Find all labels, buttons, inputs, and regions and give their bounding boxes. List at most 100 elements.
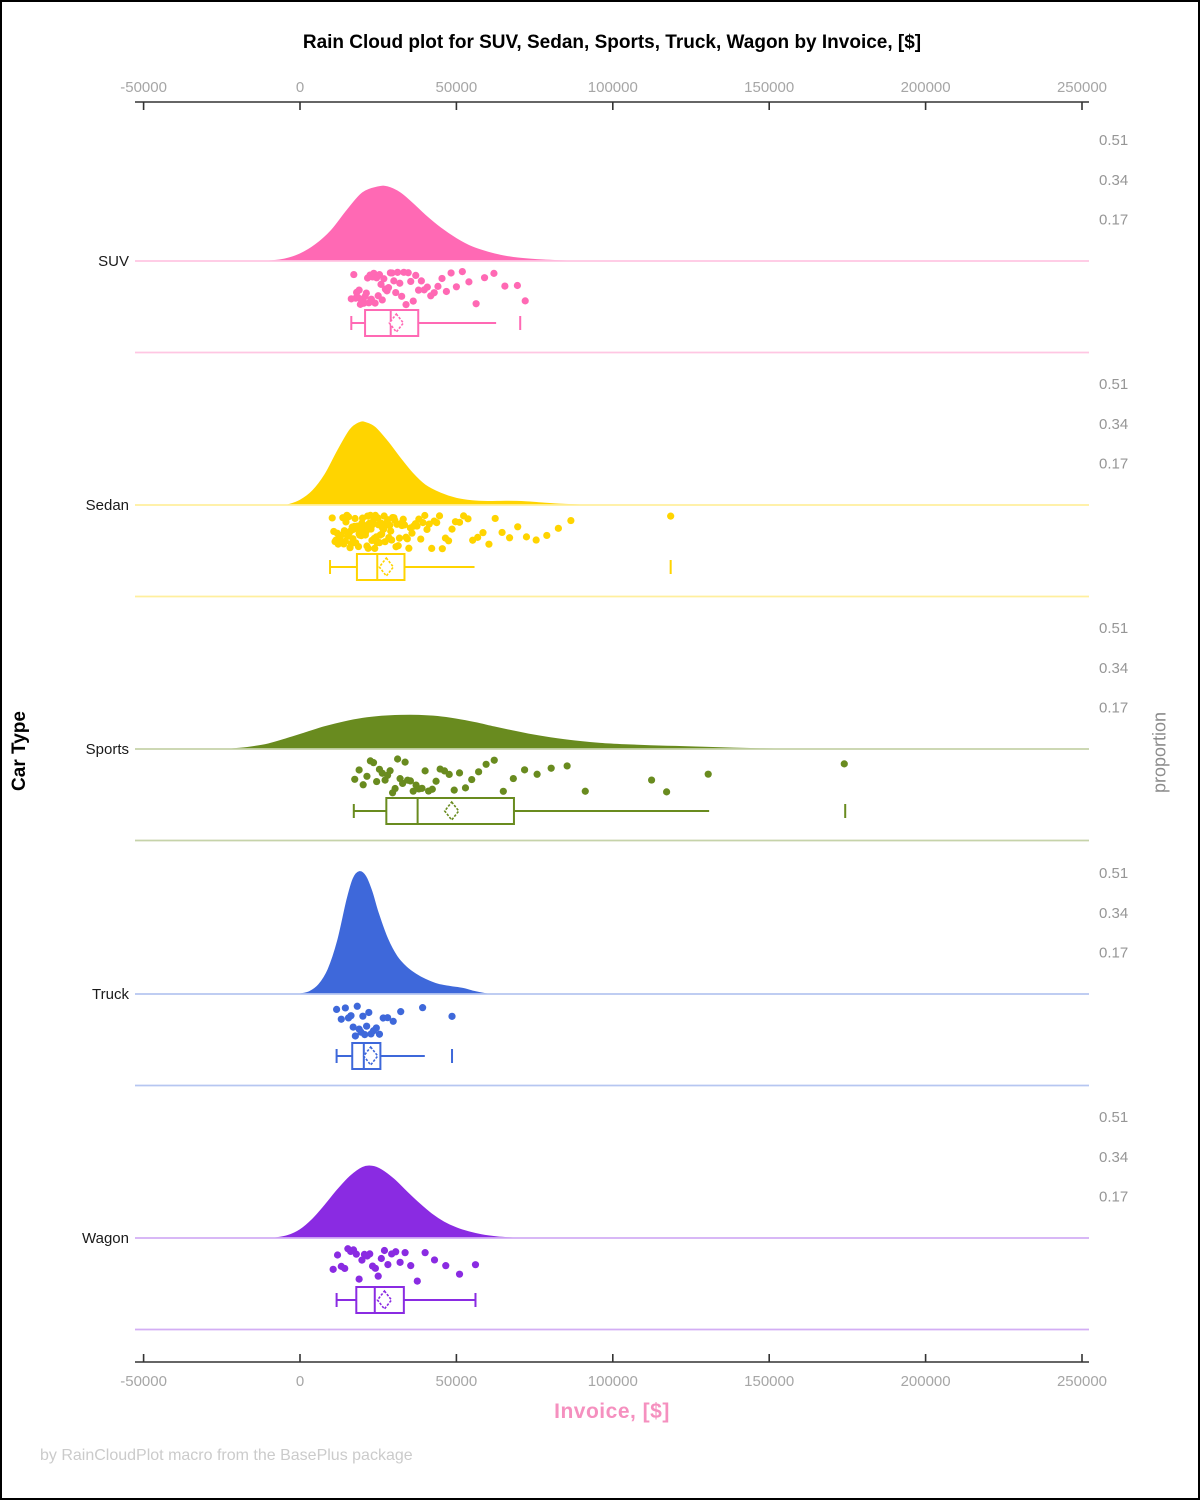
mean-diamond-wagon	[376, 1289, 393, 1311]
rain-point-sedan	[371, 544, 379, 553]
y-axis-title-car-type: Car Type	[9, 711, 30, 791]
rain-point-suv	[465, 278, 473, 286]
rain-point-suv	[513, 281, 521, 290]
proportion-tick-label-truck: 0.51	[1099, 865, 1128, 882]
proportion-tick-label-sports: 0.34	[1099, 660, 1128, 677]
rain-point-sedan	[485, 540, 493, 548]
rain-point-sedan	[455, 518, 464, 526]
rain-point-suv	[472, 300, 480, 308]
rain-point-truck	[363, 1022, 371, 1030]
proportion-tick-label-suv: 0.17	[1099, 212, 1128, 229]
y-axis-title-proportion: proportion	[1149, 711, 1170, 794]
rain-point-sedan	[421, 511, 429, 520]
rain-point-sedan	[532, 536, 540, 544]
mean-diamond-sedan	[378, 556, 395, 578]
rain-point-wagon	[333, 1251, 342, 1259]
proportion-tick-label-sports: 0.51	[1099, 620, 1128, 637]
proportion-tick-label-sedan: 0.51	[1099, 376, 1128, 393]
proportion-tick-label-wagon: 0.17	[1099, 1189, 1128, 1206]
rain-point-sedan	[366, 511, 374, 519]
rain-point-suv	[377, 280, 385, 288]
rain-point-truck	[359, 1012, 367, 1020]
rain-point-suv	[378, 296, 386, 304]
density-cloud-truck	[299, 871, 488, 995]
rain-point-sports	[490, 756, 498, 764]
rain-point-suv	[398, 292, 406, 300]
rain-point-wagon	[407, 1262, 415, 1270]
rain-point-sports	[547, 764, 555, 772]
density-cloud-suv	[268, 185, 570, 262]
rain-point-sedan	[514, 523, 522, 531]
rain-point-sports	[482, 760, 490, 768]
rain-point-sports	[386, 767, 394, 775]
rain-point-suv	[458, 267, 466, 276]
rain-point-truck	[361, 1030, 369, 1039]
rain-point-sports	[359, 781, 367, 789]
proportion-tick-label-suv: 0.51	[1099, 132, 1128, 149]
top-axis-tick-label: 150000	[744, 79, 794, 96]
rain-point-sedan	[474, 533, 482, 541]
density-cloud-sedan	[287, 421, 582, 506]
rain-point-suv	[480, 274, 489, 282]
rain-point-sports	[663, 788, 671, 796]
rain-point-suv	[392, 288, 400, 297]
rain-point-sports	[428, 785, 436, 793]
rain-point-suv	[404, 269, 412, 277]
rain-point-sedan	[448, 525, 456, 533]
mean-diamond-truck	[362, 1045, 379, 1067]
rain-point-sports	[461, 784, 470, 792]
rain-point-sedan	[400, 521, 409, 529]
rain-point-suv	[355, 286, 363, 294]
category-label-suv: SUV	[98, 253, 129, 270]
rain-point-sports	[704, 770, 712, 778]
rain-point-suv	[452, 283, 460, 291]
proportion-tick-label-truck: 0.34	[1099, 905, 1128, 922]
rain-point-truck	[349, 1023, 357, 1031]
rain-point-truck	[383, 1014, 392, 1022]
density-cloud-sports	[231, 714, 776, 750]
rain-point-suv	[380, 275, 388, 283]
proportion-tick-label-sports: 0.17	[1099, 700, 1128, 717]
rain-point-sports	[391, 784, 399, 793]
rain-point-sedan	[498, 528, 506, 537]
rain-point-sedan	[403, 535, 411, 543]
rain-point-wagon	[396, 1258, 404, 1266]
rain-point-sports	[363, 772, 371, 780]
rain-point-sports	[509, 774, 517, 783]
rain-point-wagon	[471, 1261, 480, 1269]
x-axis-title-invoice: Invoice, [$]	[554, 1400, 670, 1423]
proportion-tick-label-truck: 0.17	[1099, 945, 1128, 962]
rain-point-sports	[581, 787, 589, 795]
rain-point-suv	[442, 287, 450, 296]
rain-point-suv	[350, 270, 358, 279]
rain-point-suv	[501, 282, 509, 290]
rain-point-wagon	[371, 1264, 379, 1272]
rain-point-suv	[430, 289, 438, 297]
rain-point-suv	[490, 269, 498, 277]
bottom-axis-tick-label: 200000	[901, 1373, 951, 1390]
rain-point-truck	[397, 1008, 405, 1016]
rain-point-sports	[445, 770, 453, 779]
chart-title: Rain Cloud plot for SUV, Sedan, Sports, …	[302, 32, 922, 53]
rain-point-suv	[423, 283, 431, 291]
rain-point-sedan	[433, 518, 441, 527]
rain-point-sedan	[394, 542, 402, 550]
rain-point-sedan	[351, 514, 359, 523]
density-cloud-wagon	[274, 1165, 513, 1239]
proportion-tick-label-sedan: 0.17	[1099, 456, 1128, 473]
bottom-axis-tick-label: 50000	[436, 1373, 478, 1390]
rain-point-suv	[362, 289, 370, 297]
rain-point-suv	[447, 269, 455, 277]
rain-point-sedan	[522, 533, 531, 541]
proportion-tick-label-wagon: 0.51	[1099, 1109, 1128, 1126]
rain-point-sedan	[364, 544, 372, 552]
rain-point-wagon	[401, 1249, 409, 1257]
rain-point-sedan	[505, 534, 514, 542]
top-axis-tick-label: 200000	[901, 79, 951, 96]
rain-point-sedan	[375, 539, 384, 547]
rain-point-truck	[389, 1017, 397, 1025]
top-axis-tick-label: 0	[296, 79, 304, 96]
rain-point-sports	[418, 784, 426, 792]
